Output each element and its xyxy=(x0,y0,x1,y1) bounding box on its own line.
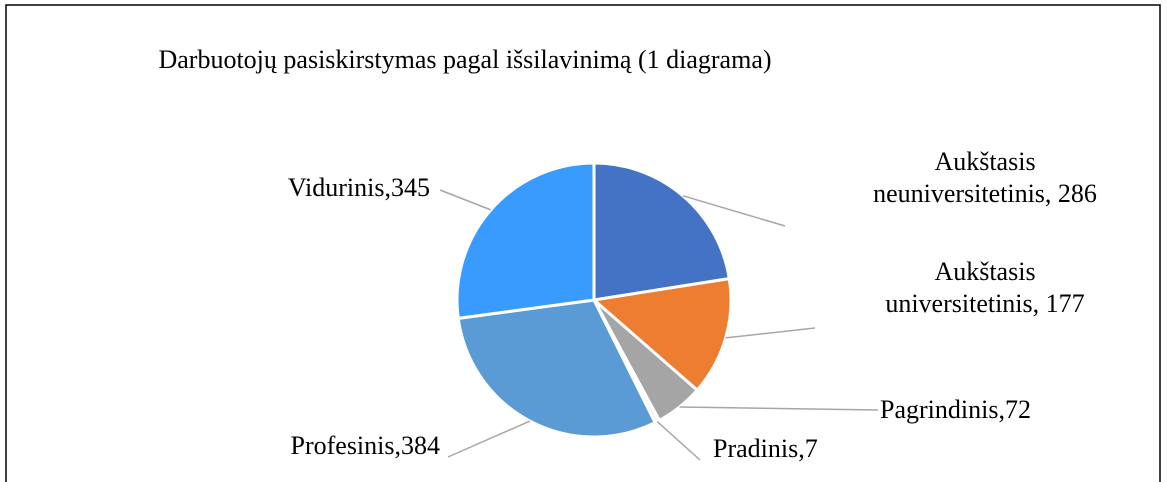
leader-line xyxy=(682,195,786,227)
data-label: Aukštasis universitetinis, 177 xyxy=(885,257,1085,318)
data-label: Pagrindinis,72 xyxy=(880,395,1031,424)
pie-slice xyxy=(455,161,596,321)
chart-title: Darbuotojų pasiskirstymas pagal išsilavi… xyxy=(158,45,772,74)
leader-line xyxy=(679,406,879,411)
leader-line xyxy=(447,420,531,458)
pie-slice xyxy=(590,276,733,393)
pie-slice xyxy=(456,298,658,439)
data-label: Vidurinis,345 xyxy=(287,173,430,202)
leader-line xyxy=(439,189,492,211)
pie-slice xyxy=(592,161,732,302)
data-label: Profesinis,384 xyxy=(290,431,441,460)
frame xyxy=(5,4,1161,482)
data-label: Aukštasis neuniversitetinis, 286 xyxy=(873,147,1097,208)
leader-line xyxy=(656,420,701,461)
data-label: Pradinis,7 xyxy=(713,434,818,463)
leader-line xyxy=(725,327,816,339)
